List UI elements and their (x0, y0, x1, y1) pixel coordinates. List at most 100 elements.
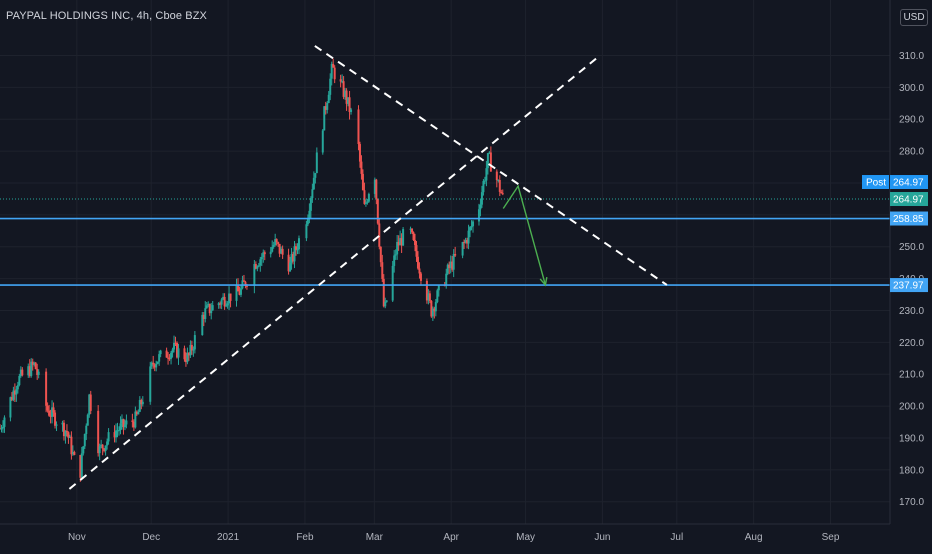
candle-body (71, 451, 74, 455)
candle-body (274, 239, 277, 246)
candle-body (107, 432, 110, 442)
candle-body (253, 264, 256, 286)
candle-body (287, 254, 290, 272)
candle-body (1, 426, 4, 429)
candle-body (275, 239, 278, 243)
candle-body (189, 344, 192, 356)
candle-body (30, 361, 33, 376)
candle-body (333, 67, 336, 80)
grid (0, 0, 890, 524)
price-tick-label: 180.0 (899, 465, 924, 476)
price-tick-label: 290.0 (899, 115, 924, 126)
candle-body (239, 288, 242, 295)
candle-body (16, 385, 19, 390)
candle-body (464, 240, 467, 243)
price-tick-label: 310.0 (899, 51, 924, 62)
candle-body (149, 366, 152, 402)
candle-body (501, 193, 504, 195)
candle-body (454, 253, 457, 256)
candle-body (415, 245, 418, 257)
candle-body (184, 359, 187, 363)
candle-body (168, 358, 171, 360)
candle-body (115, 430, 118, 438)
candle-body (378, 223, 381, 247)
candle-body (367, 193, 370, 202)
candle-body (315, 152, 318, 174)
candle-body (466, 240, 469, 244)
candle-body (205, 305, 208, 309)
candle-body (202, 314, 205, 320)
candle-body (448, 264, 451, 269)
candle-body (479, 204, 482, 210)
candle-body (391, 265, 394, 301)
candle-body (498, 179, 501, 192)
candle-body (152, 362, 155, 365)
candle-body (9, 397, 12, 418)
candle-body (394, 254, 397, 256)
candle-body (412, 232, 415, 241)
candle-body (79, 454, 82, 478)
candle-body (278, 243, 281, 254)
candle-body (259, 259, 262, 266)
candle-body (153, 364, 156, 368)
candle-body (344, 90, 347, 97)
candle-body (183, 348, 186, 360)
candle-body (486, 153, 489, 169)
candle-body (27, 366, 30, 376)
candle-body (12, 390, 15, 400)
candle-body (177, 348, 180, 358)
candle-body (366, 201, 369, 203)
price-tick-label: 210.0 (899, 370, 924, 381)
candle-body (385, 300, 388, 302)
candle-body (159, 350, 162, 355)
candle-body (314, 173, 317, 178)
candle-body (321, 130, 324, 153)
candle-body (155, 363, 158, 368)
candle-body (51, 407, 54, 417)
candle-body (201, 314, 204, 336)
candle-body (104, 445, 107, 451)
candle-body (173, 342, 176, 350)
projection-path (502, 184, 547, 286)
candle-body (101, 444, 104, 449)
candle-body (469, 227, 472, 231)
horizontal-levels (0, 198, 890, 286)
candle-body (402, 229, 405, 246)
currency-button[interactable]: USD (900, 9, 928, 26)
candle-body (52, 407, 55, 413)
candle-body (341, 81, 344, 83)
candle-body (431, 308, 434, 317)
time-tick-label: Nov (68, 532, 86, 543)
candle-body (34, 362, 37, 370)
level-2-tag-text: 237.97 (893, 281, 924, 292)
candle-body (13, 390, 16, 395)
candle-body (18, 376, 21, 386)
trend-line (314, 45, 668, 286)
price-tick-label: 170.0 (899, 497, 924, 508)
candle-body (138, 400, 141, 412)
last-price-tag-text: 264.97 (893, 195, 924, 206)
candle-body (306, 218, 309, 225)
candle-body (116, 430, 119, 432)
symbol-title: PAYPAL HOLDINGS INC, 4h, Cboe BZX (6, 10, 207, 22)
candle-body (113, 432, 116, 438)
price-tick-label: 190.0 (899, 433, 924, 444)
candle-body (208, 303, 211, 314)
candle-body (19, 369, 22, 377)
time-axis: Nov Dec 2021 Feb Mar Apr May Jun Jul Aug Sep (0, 523, 890, 543)
candle-body (437, 285, 440, 291)
candle-body (83, 433, 86, 447)
candle-body (449, 261, 452, 269)
candle-body (347, 97, 350, 104)
time-tick-label: 2021 (217, 532, 240, 543)
candle-body (461, 242, 464, 256)
candle-body (382, 278, 385, 307)
candle-body (269, 251, 272, 255)
last-price-tag-bg (890, 192, 928, 207)
candle-body (103, 448, 106, 451)
candle-body (45, 371, 48, 406)
candle-body (358, 144, 361, 162)
candle-body (384, 301, 387, 307)
